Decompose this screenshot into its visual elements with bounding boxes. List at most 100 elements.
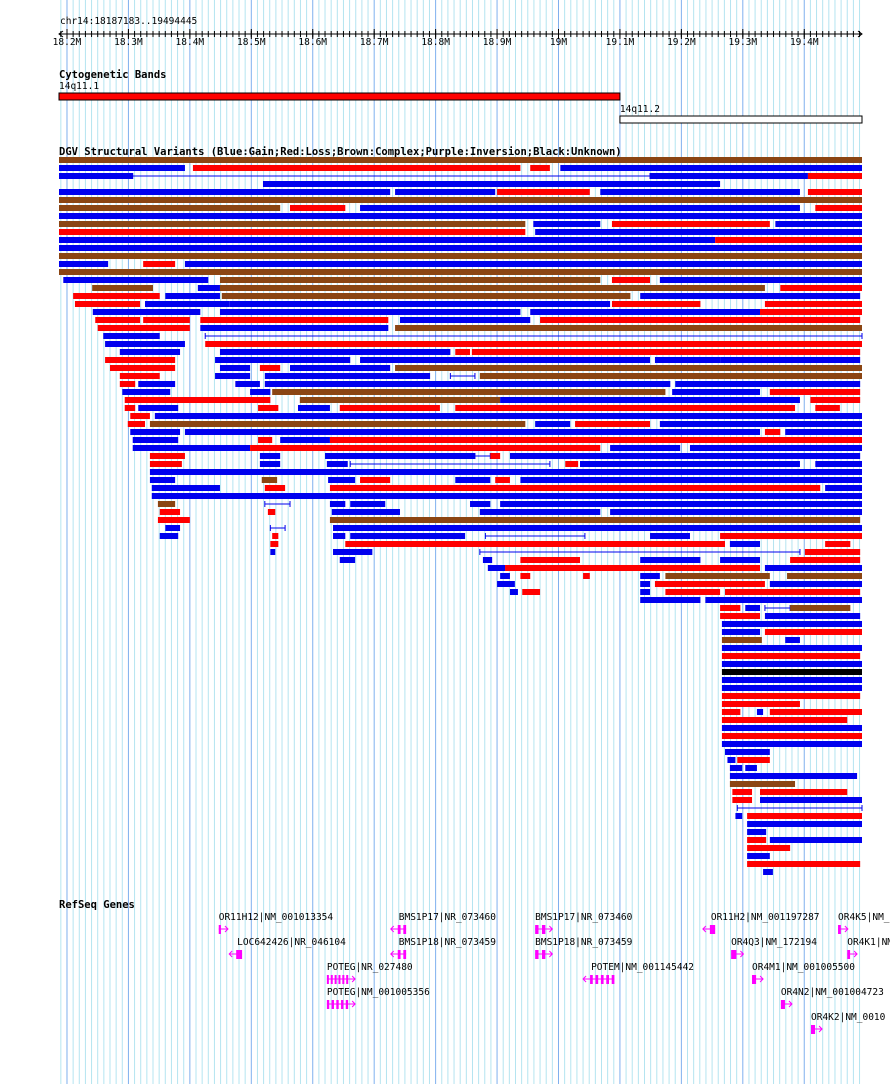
sv-gain bbox=[721, 725, 862, 731]
strand-arrow-icon bbox=[702, 925, 707, 933]
sv-gain bbox=[650, 533, 690, 539]
gene-exon bbox=[838, 925, 841, 934]
sv-gain bbox=[640, 573, 660, 579]
gene-exon bbox=[600, 975, 604, 984]
sv-loss bbox=[724, 589, 861, 595]
strand-arrow-icon bbox=[224, 925, 229, 933]
sv-gain bbox=[724, 749, 770, 755]
sv-gain bbox=[659, 277, 862, 283]
sv-gain bbox=[500, 573, 510, 579]
ruler-tick-label: 19.3M bbox=[729, 37, 758, 48]
gene-model bbox=[582, 975, 615, 984]
sv-gain bbox=[290, 365, 391, 371]
gene-exon bbox=[611, 975, 615, 984]
sv-complex bbox=[219, 277, 601, 283]
sv-track bbox=[59, 157, 863, 875]
sv-complex bbox=[149, 421, 526, 427]
sv-loss bbox=[720, 533, 862, 539]
sv-loss bbox=[611, 221, 770, 227]
gene-model bbox=[731, 950, 745, 959]
sv-gain bbox=[729, 773, 858, 779]
sv-loss bbox=[747, 845, 791, 851]
strand-arrow-icon bbox=[548, 925, 554, 933]
gene-label: BMS1P17|NR_073460 bbox=[399, 912, 497, 923]
ruler[interactable]: 18.2M 18.3M 18.4M 18.5M 18.6M 18.7M 18.8M 18.9M… bbox=[53, 29, 863, 48]
sv-gain bbox=[59, 237, 716, 243]
sv-complex bbox=[395, 325, 862, 331]
sv-complex bbox=[59, 253, 862, 259]
sv-loss bbox=[360, 477, 391, 483]
gene-exon bbox=[541, 925, 546, 934]
ruler-tick-label: 19.2M bbox=[667, 37, 696, 48]
sv-loss bbox=[520, 557, 580, 563]
sv-loss bbox=[143, 317, 190, 323]
location-label: chr14:18187183..19494445 bbox=[60, 16, 197, 27]
sv-gain bbox=[747, 829, 767, 835]
sv-gain bbox=[333, 549, 373, 555]
sv-loss bbox=[807, 189, 862, 195]
sv-gain bbox=[650, 173, 808, 179]
sv-loss bbox=[95, 317, 141, 323]
sv-loss bbox=[721, 701, 800, 707]
sv-gain bbox=[600, 189, 800, 195]
strand-arrow-icon bbox=[740, 950, 745, 958]
sv-loss bbox=[119, 373, 160, 379]
sv-gain bbox=[360, 205, 800, 211]
sv-loss bbox=[157, 517, 190, 523]
sv-gain bbox=[149, 469, 863, 475]
sv-connector bbox=[449, 373, 476, 379]
sv-loss bbox=[747, 813, 862, 819]
gene-model bbox=[535, 950, 554, 959]
sv-gain bbox=[262, 181, 721, 187]
gene-label: POTEG|NM_001005356 bbox=[327, 987, 430, 998]
sv-track-title: DGV Structural Variants (Blue:Gain;Red:L… bbox=[59, 146, 622, 158]
gene-exon bbox=[397, 950, 401, 959]
sv-gain bbox=[333, 533, 346, 539]
sv-gain bbox=[729, 765, 743, 771]
sv-loss bbox=[764, 429, 781, 435]
sv-loss bbox=[715, 237, 862, 243]
sv-gain bbox=[487, 565, 506, 571]
sv-connector bbox=[204, 333, 863, 339]
sv-loss bbox=[721, 693, 861, 699]
sv-complex bbox=[790, 605, 851, 611]
gene-exon bbox=[541, 950, 546, 959]
sv-connector bbox=[764, 605, 791, 611]
ruler-tick-label: 18.4M bbox=[176, 37, 205, 48]
sv-loss bbox=[490, 453, 501, 459]
gene-exon bbox=[731, 950, 737, 959]
sv-gain bbox=[497, 581, 515, 587]
sv-gain bbox=[197, 285, 220, 291]
cyto-track: 14q11.1 14q11.2 bbox=[58, 81, 863, 124]
sv-gain bbox=[333, 525, 863, 531]
sv-gain bbox=[760, 797, 862, 803]
sv-loss bbox=[721, 653, 861, 659]
sv-complex bbox=[395, 365, 862, 371]
sv-gain bbox=[721, 621, 862, 627]
sv-gain bbox=[259, 453, 281, 459]
sv-gain bbox=[219, 365, 251, 371]
sv-gain bbox=[219, 349, 451, 355]
cyto-track-title: Cytogenetic Bands bbox=[59, 69, 166, 81]
sv-loss bbox=[59, 229, 526, 235]
sv-loss bbox=[205, 341, 863, 347]
sv-gain bbox=[640, 589, 651, 595]
sv-gain bbox=[200, 325, 389, 331]
gene-exon bbox=[847, 950, 851, 959]
sv-loss bbox=[471, 349, 861, 355]
sv-loss bbox=[530, 165, 550, 171]
sv-loss bbox=[815, 405, 840, 411]
sv-loss bbox=[259, 365, 281, 371]
sv-gain bbox=[229, 301, 611, 307]
gene-label: OR4K5|NM_ bbox=[838, 912, 890, 923]
sv-loss bbox=[720, 613, 761, 619]
sv-gain bbox=[610, 445, 681, 451]
sv-gain bbox=[729, 541, 761, 547]
sv-gain bbox=[815, 461, 862, 467]
sv-gain bbox=[264, 373, 431, 379]
sv-complex bbox=[59, 157, 862, 163]
sv-gain bbox=[138, 405, 179, 411]
sv-gain bbox=[264, 381, 671, 387]
sv-gain bbox=[479, 509, 601, 515]
